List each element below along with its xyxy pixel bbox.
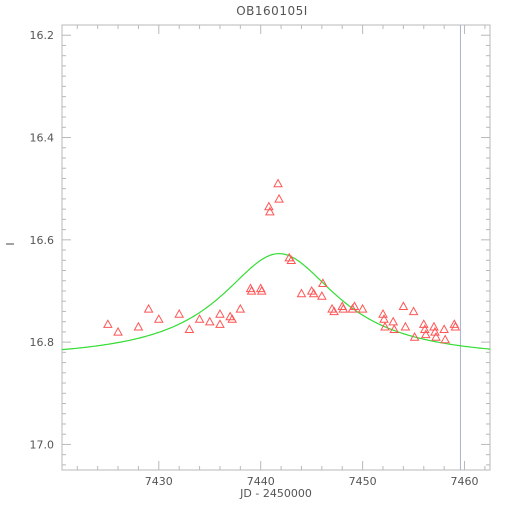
- y-axis-ticks: 16.2 16.4 16.6 16.8 17.0: [30, 29, 490, 466]
- data-point: [246, 285, 257, 295]
- data-points: [103, 178, 461, 344]
- data-point: [184, 324, 195, 334]
- data-point: [143, 303, 154, 313]
- data-point: [215, 319, 225, 328]
- data-point: [439, 324, 449, 334]
- x-tick-label: 7460: [451, 475, 479, 488]
- data-point: [317, 291, 327, 300]
- data-point: [450, 321, 461, 331]
- data-point: [256, 285, 267, 295]
- chart-title: OB160105I: [236, 4, 308, 18]
- x-tick-label: 7440: [247, 475, 275, 488]
- y-tick-label: 16.4: [30, 132, 55, 145]
- data-point: [420, 329, 431, 339]
- data-point: [204, 316, 215, 326]
- data-point: [318, 278, 328, 288]
- data-point: [235, 303, 246, 313]
- data-point: [194, 314, 205, 323]
- data-point: [379, 314, 389, 323]
- y-axis-label: I: [4, 242, 17, 245]
- x-axis-ticks: 7430 7440 7450 7460: [76, 25, 486, 488]
- data-point: [274, 193, 284, 203]
- data-point: [431, 331, 441, 341]
- data-point: [349, 301, 360, 311]
- model-curve: [61, 253, 491, 351]
- data-point: [308, 288, 319, 298]
- y-tick-label: 16.6: [30, 234, 55, 247]
- data-point: [113, 326, 123, 336]
- data-point: [286, 255, 297, 264]
- data-point: [440, 334, 451, 344]
- x-axis-label: JD - 2450000: [239, 487, 312, 500]
- data-point: [338, 303, 349, 313]
- y-tick-label: 16.8: [30, 336, 55, 349]
- data-point: [400, 321, 411, 331]
- data-point: [103, 319, 113, 328]
- data-point: [273, 178, 283, 188]
- data-point: [227, 314, 238, 323]
- data-point: [389, 324, 400, 334]
- data-point: [215, 308, 225, 318]
- y-tick-label: 16.2: [30, 29, 55, 42]
- data-point: [174, 308, 185, 318]
- x-tick-label: 7430: [145, 475, 173, 488]
- data-point: [329, 306, 339, 316]
- data-point: [153, 314, 164, 323]
- data-point: [357, 303, 368, 313]
- y-tick-label: 17.0: [30, 438, 55, 451]
- data-point: [398, 301, 409, 311]
- plot-frame: [61, 24, 491, 471]
- x-tick-label: 7450: [349, 475, 377, 488]
- data-point: [347, 303, 358, 313]
- data-point: [265, 206, 275, 216]
- data-point: [408, 306, 419, 316]
- data-point: [133, 321, 144, 331]
- data-point: [388, 316, 399, 326]
- data-point: [409, 331, 420, 341]
- data-point: [380, 321, 390, 331]
- data-point: [296, 288, 307, 298]
